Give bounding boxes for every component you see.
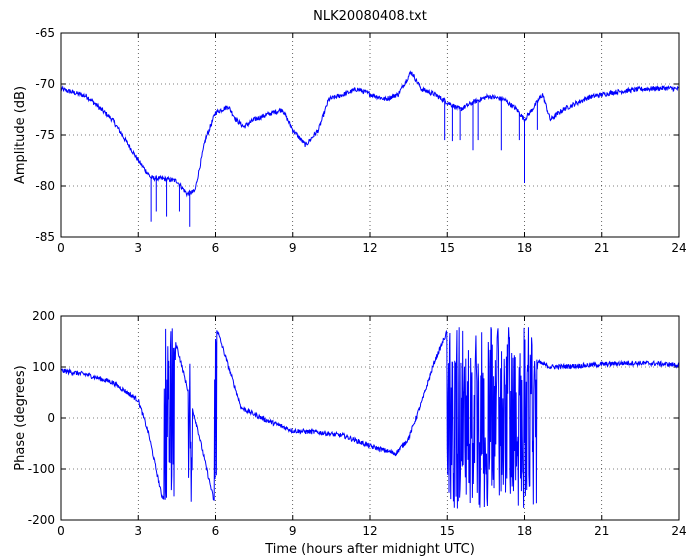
x-tick-label: 9 [289,524,297,538]
y-tick-label: -100 [28,462,55,476]
y-tick-label: 100 [32,360,55,374]
x-tick-label: 18 [517,241,532,255]
x-tick-label: 24 [671,524,686,538]
phase-series [60,327,680,509]
amplitude-plot: 0 3 6 9 12 15 18 21 24 -85 -80 -75 -70 -65 Amplitude … [13,26,687,255]
y-tick-label: -70 [35,77,55,91]
phase-grid [61,316,679,520]
x-tick-label: 24 [671,241,686,255]
x-tick-label: 3 [134,524,142,538]
y-tick-label: -200 [28,513,55,527]
x-tick-label: 15 [440,524,455,538]
amplitude-y-axis-label: Amplitude (dB) [13,86,28,184]
x-tick-label: 6 [212,524,220,538]
amplitude-axis-ticks: 0 3 6 9 12 15 18 21 24 -85 -80 -75 -70 -65 [35,26,686,255]
y-tick-label: 0 [47,411,55,425]
y-tick-label: -85 [35,230,55,244]
amplitude-axes-box [60,32,680,238]
x-axis-label: Time (hours after midnight UTC) [264,542,475,557]
chart-title: NLK20080408.txt [313,9,427,24]
x-tick-label: 21 [594,241,609,255]
x-tick-label: 6 [212,241,220,255]
series-line [60,327,680,509]
phase-axes-box [60,315,680,521]
y-tick-label: -80 [35,179,55,193]
y-tick-label: 200 [32,309,55,323]
x-tick-label: 21 [594,524,609,538]
y-tick-label: -75 [35,128,55,142]
amplitude-series [60,70,680,227]
x-tick-label: 15 [440,241,455,255]
x-tick-label: 0 [57,524,65,538]
y-tick-label: -65 [35,26,55,40]
series-line [60,70,680,198]
phase-plot: 0 3 6 9 12 15 18 21 24 -200 -100 0 100 200 Phase (deg… [13,309,687,538]
phase-y-axis-label: Phase (degrees) [13,365,28,470]
x-tick-label: 0 [57,241,65,255]
x-tick-label: 3 [134,241,142,255]
x-tick-label: 12 [362,524,377,538]
x-tick-label: 12 [362,241,377,255]
amplitude-grid [61,33,679,237]
x-tick-label: 9 [289,241,297,255]
x-tick-label: 18 [517,524,532,538]
